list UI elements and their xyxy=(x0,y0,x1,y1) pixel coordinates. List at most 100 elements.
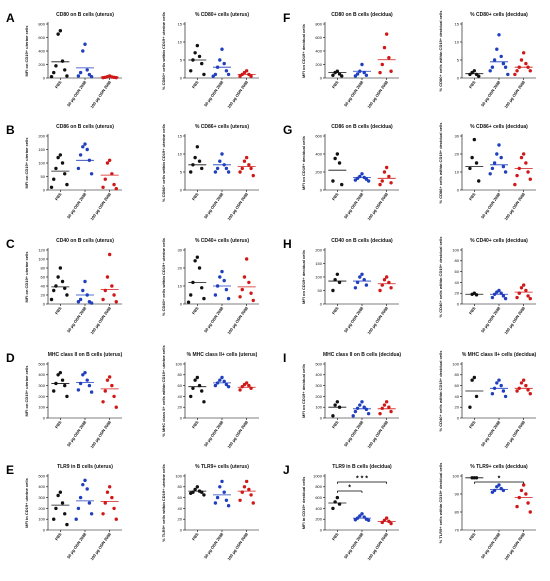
data-point xyxy=(380,62,384,67)
data-point xyxy=(60,378,65,382)
data-point xyxy=(524,161,528,165)
x-tick-label: 100 µg ODN 2088 xyxy=(366,305,389,335)
data-point xyxy=(195,485,200,489)
y-axis-label: % CD86+ cells within CD19+ uterine cells xyxy=(161,123,166,202)
data-point xyxy=(65,293,69,297)
data-point xyxy=(197,266,202,270)
data-point xyxy=(528,296,532,301)
y-axis-label: MFI on CD19+ uterine cells xyxy=(24,25,29,77)
x-tick-label: 50 µg ODN 2088 xyxy=(203,191,225,219)
data-point xyxy=(89,390,94,394)
data-point xyxy=(103,389,107,393)
data-point xyxy=(521,283,526,287)
data-point xyxy=(358,514,362,518)
y-tick-label: 800 xyxy=(38,21,45,26)
data-point xyxy=(242,159,247,163)
data-point xyxy=(387,56,391,60)
y-tick-label: 20 xyxy=(178,265,183,270)
data-point xyxy=(220,269,224,274)
data-point xyxy=(490,65,495,69)
x-tick-label: PBS xyxy=(54,191,63,201)
panel-letter: E xyxy=(6,463,14,477)
y-tick-label: 400 xyxy=(38,484,45,489)
data-point xyxy=(195,255,200,259)
data-point xyxy=(226,170,231,174)
y-tick-label: 0 xyxy=(180,415,183,420)
data-point xyxy=(378,411,382,416)
x-tick-label: 100 µg ODN 2088 xyxy=(89,531,112,561)
data-point xyxy=(56,493,60,498)
y-tick-label: 400 xyxy=(315,506,322,511)
data-point xyxy=(501,389,506,393)
x-tick-label: PBS xyxy=(468,531,477,541)
data-point xyxy=(189,170,193,174)
data-point xyxy=(240,166,244,171)
data-point xyxy=(58,29,63,33)
data-point xyxy=(193,259,197,263)
chart-panel: % MHC class II+ cells (uterus) % MHC clas… xyxy=(161,345,259,449)
data-point xyxy=(224,166,229,171)
data-point xyxy=(244,155,249,160)
panel-letter: F xyxy=(283,11,290,25)
data-point xyxy=(83,478,87,483)
y-tick-label: 400 xyxy=(315,48,322,53)
data-point xyxy=(506,72,510,77)
y-axis-label: % CD40+ cells within CD19+ decidual cell… xyxy=(438,236,443,318)
data-point xyxy=(224,382,229,387)
data-point xyxy=(515,504,519,509)
data-point xyxy=(472,375,477,380)
data-point xyxy=(105,275,110,279)
data-point xyxy=(58,370,63,375)
x-tick-label: 100 µg ODN 2088 xyxy=(89,191,112,221)
data-point xyxy=(249,74,253,78)
y-tick-label: 0 xyxy=(457,415,460,420)
y-tick-label: 200 xyxy=(315,247,322,252)
y-tick-label: 80 xyxy=(455,372,460,377)
data-point xyxy=(355,406,360,410)
y-tick-label: 40 xyxy=(455,394,460,399)
data-point xyxy=(526,170,530,174)
y-tick-label: 10 xyxy=(455,39,460,44)
x-tick-label: PBS xyxy=(191,419,200,429)
data-point xyxy=(87,383,92,388)
data-point xyxy=(524,383,528,388)
data-point xyxy=(110,172,114,176)
chart-title: % TLR9+ cells (decidua) xyxy=(470,464,528,470)
data-point xyxy=(81,373,85,377)
data-point xyxy=(382,45,387,50)
data-point xyxy=(495,152,499,156)
data-point xyxy=(81,49,85,53)
y-tick-label: 10 xyxy=(178,39,183,44)
data-point xyxy=(366,411,371,416)
y-tick-label: 15 xyxy=(178,21,183,26)
x-tick-label: 100 µg ODN 2088 xyxy=(226,531,249,561)
data-point xyxy=(366,518,371,522)
x-tick-label: 100 µg ODN 2088 xyxy=(89,305,112,335)
data-point xyxy=(528,69,532,73)
y-tick-label: 600 xyxy=(315,133,322,138)
y-tick-label: 10 xyxy=(178,151,183,156)
data-point xyxy=(521,152,526,156)
data-point xyxy=(65,522,69,527)
x-tick-label: PBS xyxy=(331,191,340,201)
y-tick-label: 60 xyxy=(455,269,460,274)
data-point xyxy=(107,485,112,489)
data-point xyxy=(384,400,389,404)
data-point xyxy=(515,389,519,393)
y-tick-label: 0 xyxy=(457,187,460,192)
y-tick-label: 0 xyxy=(320,187,323,192)
data-point xyxy=(474,394,479,399)
data-point xyxy=(384,32,389,36)
data-point xyxy=(202,493,206,497)
data-point xyxy=(387,174,391,179)
y-tick-label: 0 xyxy=(180,187,183,192)
chart-title: MHC class II on B cells (uterus) xyxy=(48,352,123,358)
data-point xyxy=(215,495,220,500)
y-tick-label: 100 xyxy=(315,405,322,410)
chart-panel: % TLR9+ cells (uterus) % TLR9+ cells with… xyxy=(161,463,259,561)
data-point xyxy=(101,512,105,516)
data-point xyxy=(87,72,92,77)
chart-title: % CD86+ cells (uterus) xyxy=(195,124,249,130)
data-point xyxy=(513,72,517,77)
panel-letter: B xyxy=(6,123,15,137)
